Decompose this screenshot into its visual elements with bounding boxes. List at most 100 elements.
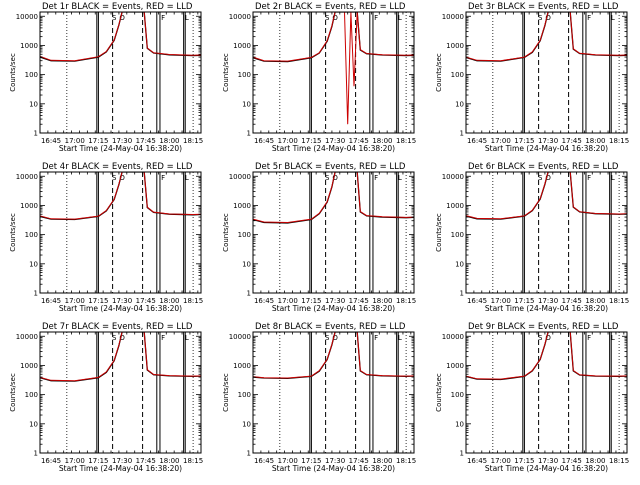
x-tick-label: 16:45 [254, 297, 274, 305]
x-axis-label: Start Time (24-May-04 16:38:20) [272, 304, 395, 313]
y-tick-label: 1000 [233, 362, 251, 370]
x-tick-label: 18:00 [159, 297, 179, 305]
y-tick-label: 100 [25, 391, 38, 399]
x-tick-label: 17:00 [278, 137, 298, 145]
x-axis-label: Start Time (24-May-04 16:38:20) [272, 464, 395, 473]
y-tick-label: 100 [451, 391, 464, 399]
panel-title: Det 6r BLACK = Events, RED = LLD [468, 162, 619, 172]
x-tick-label: 17:00 [491, 457, 511, 465]
marker-glyph: F [374, 14, 378, 22]
x-tick-label: 17:30 [325, 297, 345, 305]
marker-glyph: O [119, 14, 125, 22]
x-axis-label: Start Time (24-May-04 16:38:20) [485, 304, 608, 313]
marker-glyph: O [119, 334, 125, 342]
x-tick-label: 18:15 [183, 457, 203, 465]
marker-glyph: L [185, 174, 189, 182]
panel-title: Det 9r BLACK = Events, RED = LLD [468, 322, 619, 332]
x-tick-label: 16:45 [467, 137, 487, 145]
x-tick-label: 18:15 [396, 457, 416, 465]
x-axis-label: Start Time (24-May-04 16:38:20) [59, 144, 182, 153]
y-tick-label: 1 [34, 450, 38, 458]
x-tick-label: 16:45 [41, 457, 61, 465]
x-tick-label: 16:45 [41, 297, 61, 305]
marker-glyph: O [332, 174, 338, 182]
y-tick-label: 10 [242, 100, 251, 108]
y-tick-label: 100 [451, 231, 464, 239]
marker-glyph: O [332, 334, 338, 342]
marker-glyph: S [112, 174, 117, 182]
x-tick-label: 18:15 [183, 297, 203, 305]
x-tick-label: 17:45 [349, 297, 369, 305]
panel-title: Det 4r BLACK = Events, RED = LLD [42, 162, 193, 172]
y-tick-label: 10000 [16, 333, 38, 341]
lld-series-line [466, 332, 627, 380]
x-axis-label: Start Time (24-May-04 16:38:20) [272, 144, 395, 153]
x-tick-label: 16:45 [254, 137, 274, 145]
panel-title: Det 7r BLACK = Events, RED = LLD [42, 322, 193, 332]
y-axis-label: Counts/sec [435, 373, 443, 412]
y-tick-label: 1000 [233, 202, 251, 210]
x-tick-label: 17:45 [136, 457, 156, 465]
panel-6: Det 6r BLACK = Events, RED = LLD S O F L 1 10 1… [435, 162, 629, 313]
x-tick-label: 17:30 [538, 137, 558, 145]
y-axis-label: Counts/sec [9, 373, 17, 412]
x-tick-label: 17:15 [514, 457, 534, 465]
marker-glyph: S [112, 14, 117, 22]
marker-glyph: F [161, 334, 165, 342]
x-tick-label: 16:45 [467, 457, 487, 465]
y-tick-label: 1 [460, 130, 464, 138]
y-tick-label: 10 [242, 260, 251, 268]
x-tick-label: 17:00 [491, 137, 511, 145]
panel-title: Det 8r BLACK = Events, RED = LLD [255, 322, 406, 332]
marker-glyph: S [325, 334, 330, 342]
y-tick-label: 10000 [442, 13, 464, 21]
marker-glyph: O [332, 14, 338, 22]
y-axis-label: Counts/sec [435, 213, 443, 252]
y-tick-label: 10000 [16, 13, 38, 21]
panel-title: Det 2r BLACK = Events, RED = LLD [255, 2, 406, 12]
plot-frame [39, 11, 202, 134]
x-tick-label: 17:45 [562, 297, 582, 305]
marker-glyph: F [587, 334, 591, 342]
y-tick-label: 10000 [229, 333, 251, 341]
y-tick-label: 10 [29, 100, 38, 108]
x-tick-label: 18:15 [609, 137, 629, 145]
lld-series-line [466, 172, 627, 220]
x-tick-label: 18:00 [585, 457, 605, 465]
marker-glyph: O [119, 174, 125, 182]
plot-frame [252, 171, 415, 294]
x-tick-label: 17:45 [349, 457, 369, 465]
marker-glyph: S [112, 334, 117, 342]
lld-series-line [40, 12, 201, 62]
x-tick-label: 18:15 [396, 297, 416, 305]
y-tick-label: 100 [238, 71, 251, 79]
y-tick-label: 1 [34, 130, 38, 138]
y-tick-label: 10 [455, 100, 464, 108]
panel-4: Det 4r BLACK = Events, RED = LLD S O F L 1 10 1… [9, 162, 203, 313]
x-tick-label: 18:00 [159, 137, 179, 145]
x-tick-label: 17:00 [65, 137, 85, 145]
marker-glyph: F [161, 174, 165, 182]
plot-frame [39, 171, 202, 294]
panel-title: Det 1r BLACK = Events, RED = LLD [42, 2, 193, 12]
x-tick-label: 18:15 [609, 297, 629, 305]
y-tick-label: 1000 [20, 202, 38, 210]
x-tick-label: 17:45 [349, 137, 369, 145]
y-tick-label: 100 [238, 391, 251, 399]
marker-glyph: F [587, 174, 591, 182]
marker-glyph: S [325, 174, 330, 182]
x-tick-label: 17:30 [325, 457, 345, 465]
marker-glyph: L [611, 334, 615, 342]
marker-glyph: L [185, 334, 189, 342]
x-tick-label: 18:00 [372, 457, 392, 465]
marker-glyph: L [398, 334, 402, 342]
y-tick-label: 100 [25, 231, 38, 239]
x-tick-label: 18:15 [396, 137, 416, 145]
y-tick-label: 1000 [446, 202, 464, 210]
marker-glyph: S [325, 14, 330, 22]
marker-glyph: L [611, 174, 615, 182]
y-axis-label: Counts/sec [9, 213, 17, 252]
y-tick-label: 10 [242, 420, 251, 428]
x-tick-label: 17:00 [65, 297, 85, 305]
